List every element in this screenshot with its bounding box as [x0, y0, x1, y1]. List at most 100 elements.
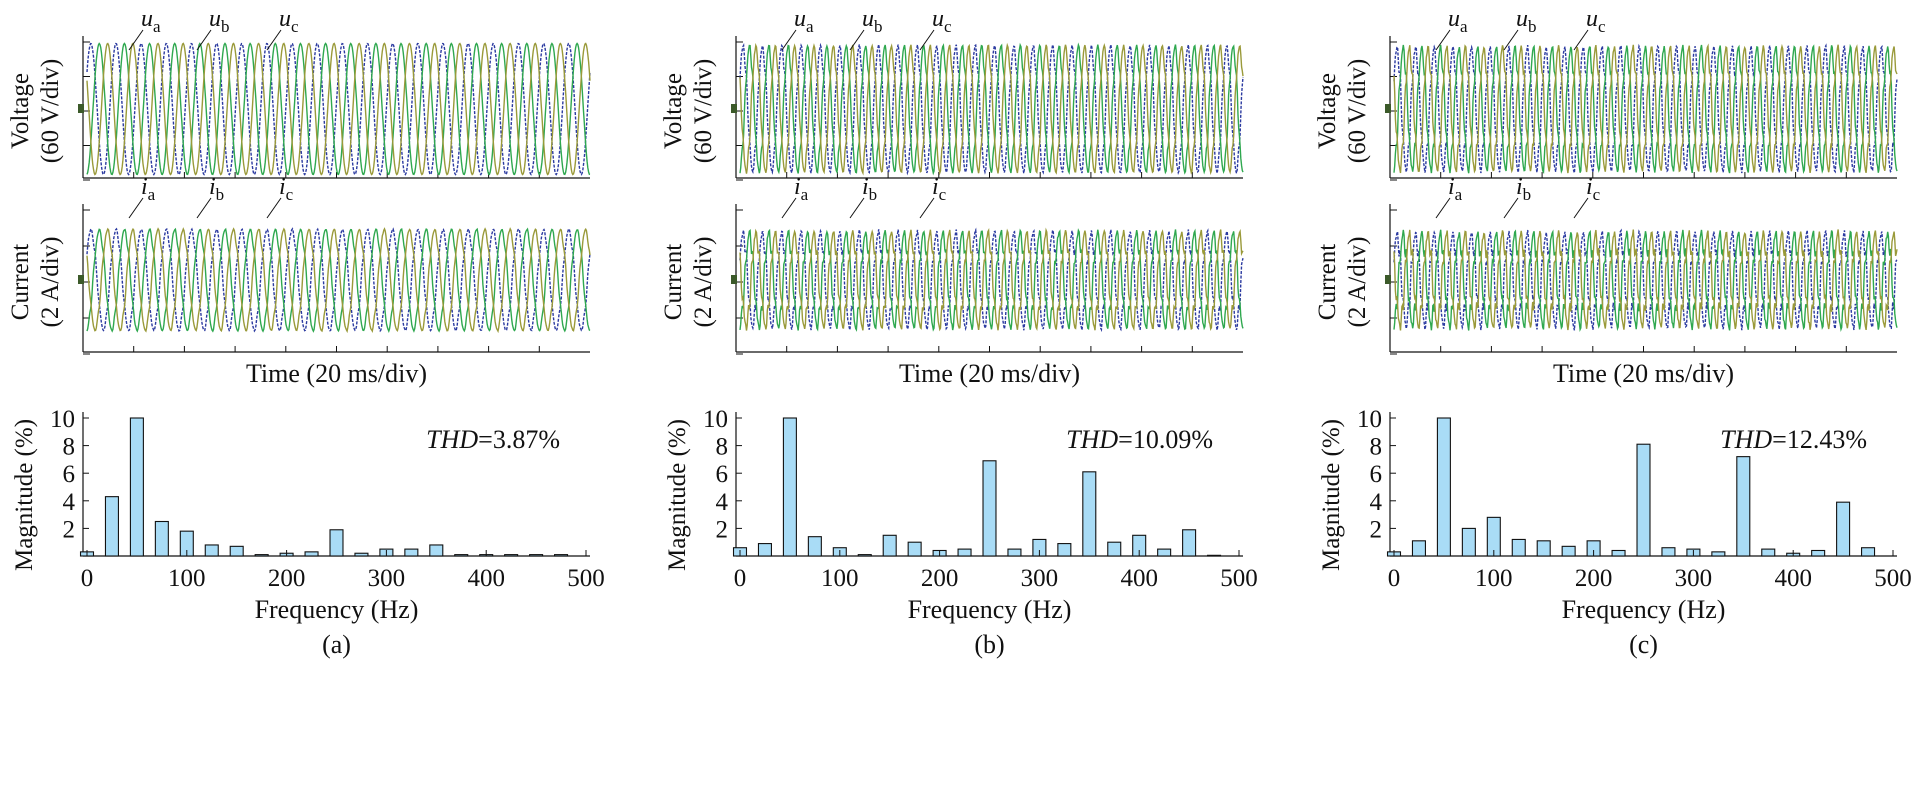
time-xlabel-1: Time (20 ms/div) — [899, 359, 1080, 388]
spectrum-1-bar-50hz — [782, 417, 797, 557]
spectrum-1-bar-25hz — [757, 543, 772, 557]
spectrum-2-panel-label: (c) — [1629, 630, 1658, 659]
spectrum-1-y-tick-label: 2 — [716, 516, 729, 543]
spectrum-0-xlabel: Frequency (Hz) — [255, 595, 419, 624]
spectrum-0-x-tick-label: 300 — [368, 565, 406, 592]
spectrum-2-x-tick-label: 100 — [1475, 565, 1513, 592]
voltage-1-ylabel-line2: (60 V/div) — [690, 59, 717, 163]
spectrum-2-bar-375hz — [1761, 548, 1776, 557]
current-2-phase-b-wave — [1393, 229, 1898, 333]
voltage-1-phase-a-leader — [781, 29, 797, 51]
spectrum-1-x-tick-label: 400 — [1120, 565, 1158, 592]
voltage-1-phase-c-wave — [739, 42, 1244, 176]
current-2-phase-c-wave — [1393, 229, 1898, 331]
current-2-phase-a-leader — [1435, 197, 1451, 219]
spectrum-0-x-tick-label: 0 — [81, 565, 94, 592]
current-0-ylabel-line2: (2 A/div) — [37, 237, 64, 328]
voltage-0-phase-b-wave — [86, 42, 591, 176]
spectrum-1-x-tick-label: 200 — [921, 565, 959, 592]
current-2-phase-b-label: ib — [1516, 174, 1531, 204]
voltage-1-phase-c-leader — [919, 29, 935, 51]
spectrum-0-y-tick-label: 6 — [63, 461, 76, 488]
voltage-0-ground-marker — [78, 104, 84, 113]
spectrum-2-bar-50hz — [1436, 417, 1451, 557]
voltage-0-phase-a-wave — [86, 42, 591, 176]
spectrum-1-y-tick-label: 10 — [703, 406, 728, 433]
spectrum-0-bar-325hz — [404, 548, 419, 557]
current-1-phase-c-label: ic — [932, 174, 947, 204]
spectrum-2-bar-325hz — [1711, 551, 1726, 557]
voltage-2-ylabel-line1: Voltage — [1314, 73, 1341, 149]
voltage-1-phase-b-leader — [849, 29, 865, 51]
voltage-2-phase-b-wave — [1393, 43, 1898, 175]
spectrum-0-bar-475hz — [554, 554, 569, 557]
voltage-2-ground-marker — [1385, 104, 1391, 113]
voltage-0-ylabel-line2: (60 V/div) — [37, 59, 64, 163]
spectrum-1-bar-225hz — [957, 548, 972, 557]
spectrum-2-bar-275hz — [1661, 547, 1676, 557]
spectrum-1-thd-annotation: THD=10.09% — [1066, 425, 1213, 454]
current-0-phase-c-label: ic — [279, 174, 294, 204]
spectrum-0-x-tick-label: 400 — [467, 565, 505, 592]
current-0-ground-marker — [78, 275, 84, 284]
spectrum-0-ylabel: Magnitude (%) — [11, 419, 38, 571]
voltage-2-phase-c-leader — [1573, 29, 1589, 51]
current-1-phase-a-label: ia — [794, 174, 809, 204]
spectrum-2-bar-425hz — [1811, 549, 1826, 557]
spectrum-2-bar-175hz — [1561, 545, 1576, 557]
voltage-1-phase-b-label: ub — [862, 6, 883, 36]
spectrum-2-bar-75hz — [1461, 527, 1476, 557]
spectrum-0-y-tick-label: 10 — [50, 406, 75, 433]
spectrum-2-bar-450hz — [1836, 501, 1851, 557]
voltage-0-phase-b-label: ub — [209, 6, 230, 36]
spectrum-2-x-tick-label: 300 — [1675, 565, 1713, 592]
spectrum-0-bar-375hz — [454, 554, 469, 557]
current-1-ylabel-line1: Current — [660, 244, 687, 320]
spectrum-0-bar-50hz — [129, 417, 144, 557]
spectrum-1-bar-150hz — [882, 534, 897, 557]
spectrum-0-panel-label: (a) — [322, 630, 351, 659]
voltage-0-ylabel-line1: Voltage — [7, 73, 34, 149]
spectrum-1-panel-label: (b) — [974, 630, 1004, 659]
time-xlabel-0: Time (20 ms/div) — [246, 359, 427, 388]
spectrum-1-bar-350hz — [1082, 471, 1097, 557]
spectrum-0-thd-annotation: THD=3.87% — [426, 425, 560, 454]
current-1-phase-c-wave — [739, 227, 1244, 332]
current-2-phase-b-leader — [1503, 197, 1519, 219]
spectrum-1-xlabel: Frequency (Hz) — [908, 595, 1072, 624]
spectrum-0-bar-25hz — [104, 496, 119, 557]
current-2-phase-a-label: ia — [1448, 174, 1463, 204]
spectrum-1-bar-250hz — [982, 460, 997, 557]
spectrum-1-bar-275hz — [1007, 548, 1022, 557]
voltage-2-phase-a-label: ua — [1448, 6, 1468, 36]
voltage-1-phase-a-label: ua — [794, 6, 814, 36]
spectrum-0-bar-425hz — [504, 554, 519, 557]
spectrum-2-y-tick-label: 4 — [1370, 489, 1383, 516]
spectrum-2-x-tick-label: 0 — [1388, 565, 1401, 592]
voltage-2-phase-b-label: ub — [1516, 6, 1537, 36]
spectrum-1-y-tick-label: 8 — [716, 434, 729, 461]
spectrum-2-x-tick-label: 500 — [1874, 565, 1912, 592]
current-2-ylabel-line1: Current — [1314, 244, 1341, 320]
voltage-1-ground-marker — [731, 104, 737, 113]
spectrum-1-x-tick-label: 0 — [734, 565, 747, 592]
current-0-phase-a-wave — [86, 227, 591, 333]
current-1-phase-a-leader — [781, 197, 797, 219]
spectrum-0-bar-75hz — [154, 520, 169, 557]
voltage-0-phase-c-label: uc — [279, 6, 299, 36]
spectrum-1-bar-175hz — [907, 541, 922, 557]
spectrum-2-y-tick-label: 6 — [1370, 461, 1383, 488]
spectrum-0-x-tick-label: 100 — [168, 565, 206, 592]
spectrum-2-bar-250hz — [1636, 443, 1651, 557]
spectrum-2-bar-150hz — [1536, 540, 1551, 557]
current-0-phase-c-leader — [266, 197, 282, 219]
voltage-1-phase-c-label: uc — [932, 6, 952, 36]
spectrum-1-bar-125hz — [857, 554, 872, 557]
current-0-phase-a-leader — [128, 197, 144, 219]
current-2-ground-marker — [1385, 275, 1391, 284]
spectrum-0-x-tick-label: 500 — [567, 565, 605, 592]
voltage-0-phase-a-leader — [128, 29, 144, 51]
voltage-1-ylabel-line1: Voltage — [660, 73, 687, 149]
current-0-ylabel-line1: Current — [7, 244, 34, 320]
